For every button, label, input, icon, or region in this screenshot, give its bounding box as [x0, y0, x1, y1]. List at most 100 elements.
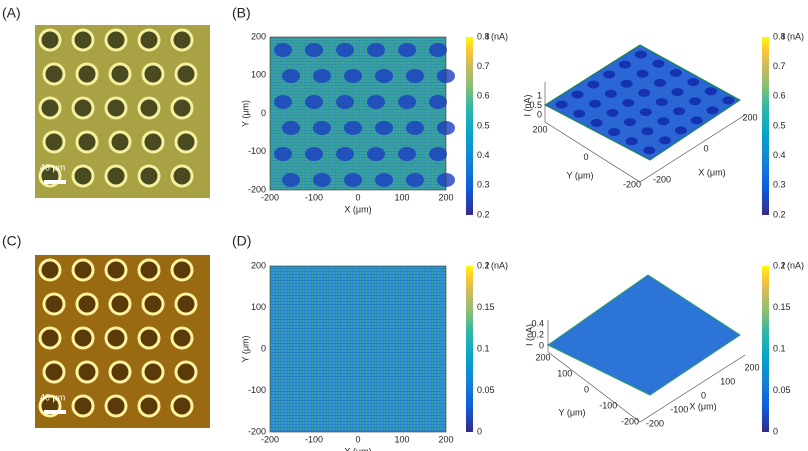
x-tick-label: 200: [438, 434, 453, 444]
x-tick-label: 100: [394, 192, 409, 202]
surface-bump: [571, 90, 584, 99]
well-spot: [406, 69, 424, 83]
well: [137, 394, 161, 418]
panel-label: (A): [2, 5, 21, 21]
axis-line: [639, 354, 746, 423]
well-spot: [367, 43, 385, 57]
scale-bar-label: 40 μm: [40, 392, 65, 402]
well: [137, 326, 161, 350]
x-axis-label: X (μm): [344, 204, 371, 214]
well: [104, 326, 128, 350]
surface-bump: [639, 108, 652, 117]
colorbar: [466, 266, 473, 432]
surface-bump: [619, 60, 631, 69]
surface-bump: [669, 68, 682, 77]
well: [137, 28, 161, 52]
well: [174, 62, 198, 86]
x-tick-label: 0: [701, 390, 706, 400]
surface-bump: [603, 70, 616, 79]
surface-bump: [689, 97, 701, 106]
well: [71, 28, 95, 52]
well: [170, 28, 194, 52]
well-spot: [282, 121, 300, 135]
x-tick-label: 100: [720, 376, 735, 386]
well: [38, 258, 62, 282]
surface-bump: [687, 78, 700, 87]
z-axis-label: I (nA): [522, 94, 532, 116]
well-spot: [313, 121, 331, 135]
well: [170, 394, 194, 418]
surface-bump: [589, 99, 601, 108]
well: [141, 292, 165, 316]
colorbar-tick-label: 0.5: [477, 120, 490, 130]
colorbar: [466, 37, 473, 215]
surface: [547, 274, 741, 396]
surface-bump: [652, 59, 665, 68]
colorbar-tick-label: 0.15: [773, 302, 791, 312]
axis-line: [547, 351, 641, 423]
well-spot: [282, 173, 300, 187]
surface-bump: [671, 88, 684, 97]
well: [174, 130, 198, 154]
plot-frame: [269, 36, 447, 191]
well: [137, 96, 161, 120]
well-spot: [398, 95, 416, 109]
x-tick-label: -100: [305, 434, 323, 444]
y-tick-label: 200: [251, 31, 266, 41]
well-spot: [429, 95, 447, 109]
colorbar-tick-label: 0.4: [477, 150, 490, 160]
well-spot: [274, 95, 292, 109]
x-tick-label: -200: [261, 192, 279, 202]
colorbar-tick-label: 0.05: [773, 385, 791, 395]
colorbar-tick-label: 0.7: [773, 61, 786, 71]
y-tick-label: -100: [248, 146, 266, 156]
well: [174, 360, 198, 384]
well-spot: [336, 95, 354, 109]
surface-bump: [706, 106, 719, 115]
well: [71, 258, 95, 282]
x-tick-label: -100: [305, 192, 323, 202]
panel-label: (C): [2, 233, 21, 249]
well-spot: [429, 43, 447, 57]
well-spot: [344, 173, 362, 187]
y-tick-label: 200: [251, 260, 266, 270]
colorbar-tick-label: 0.6: [773, 91, 786, 101]
well-spot: [344, 121, 362, 135]
y-tick-label: -200: [248, 184, 266, 194]
well: [170, 326, 194, 350]
well: [42, 130, 66, 154]
well: [108, 130, 132, 154]
scale-bar: [44, 180, 66, 184]
y-axis-label: Y (μm): [558, 407, 585, 417]
surface-bump: [674, 126, 687, 135]
well: [71, 96, 95, 120]
y-tick-label: 0: [584, 384, 589, 394]
well: [108, 292, 132, 316]
well-spot: [282, 69, 300, 83]
z-axis-label: I (nA): [524, 324, 534, 346]
well-spot: [406, 121, 424, 135]
axis-line: [544, 121, 641, 183]
well-spot: [336, 147, 354, 161]
x-tick-label: 200: [438, 192, 453, 202]
well: [38, 96, 62, 120]
x-tick-label: -100: [670, 404, 688, 414]
colorbar-tick-label: 0.2: [773, 260, 786, 270]
well-spot: [367, 147, 385, 161]
z-tick-label: 0: [539, 340, 544, 350]
x-tick-label: -200: [653, 174, 671, 184]
well-spot: [313, 173, 331, 187]
well-spot: [344, 69, 362, 83]
x-axis-label: X (μm): [689, 401, 716, 411]
surface-bump: [655, 98, 668, 107]
colorbar-tick-label: 0.3: [773, 180, 786, 190]
x-tick-label: -200: [261, 434, 279, 444]
colorbar-tick-label: 0.4: [773, 150, 786, 160]
surface-bump: [657, 117, 670, 126]
surface-bump: [604, 89, 617, 98]
y-axis-label: Y (μm): [566, 170, 593, 180]
y-tick-label: -200: [248, 426, 266, 436]
x-tick-label: 0: [703, 143, 708, 153]
well-spot: [398, 147, 416, 161]
well-spot: [375, 121, 393, 135]
